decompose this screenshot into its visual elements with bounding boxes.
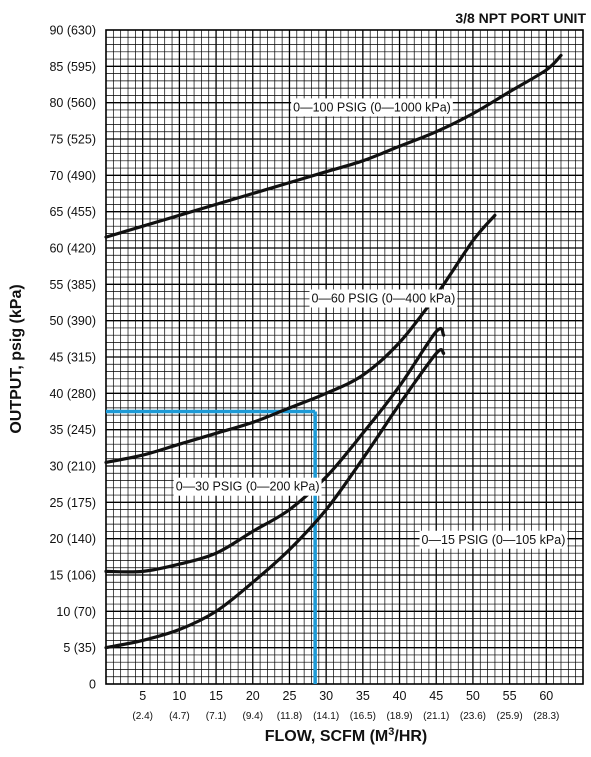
x-tick-label: 20 — [246, 689, 260, 703]
y-tick-label: 90 (630) — [49, 24, 96, 38]
y-tick-label: 65 (455) — [49, 205, 96, 219]
y-tick-label: 50 (390) — [49, 314, 96, 328]
x-tick-sublabel: (18.9) — [386, 711, 412, 722]
curve-label-bg — [309, 289, 458, 308]
x-tick-label: 15 — [209, 689, 223, 703]
x-tick-sublabel: (23.6) — [460, 711, 486, 722]
x-axis-title: FLOW, SCFM (M3/HR) — [265, 726, 428, 745]
x-axis-title-main: FLOW, SCFM (M — [265, 728, 389, 745]
y-tick-label: 0 — [89, 678, 96, 692]
y-tick-labels: 0 5 (35) 10 (70) 15 (106) 20 (140) 25 (175) 30… — [49, 24, 96, 692]
x-tick-label: 35 — [356, 689, 370, 703]
x-tick-label: 40 — [393, 689, 407, 703]
curve-label-bg — [291, 98, 453, 117]
x-tick-sublabel: (16.5) — [350, 711, 376, 722]
x-tick-sublabel: (9.4) — [242, 711, 263, 722]
y-axis-title: OUTPUT, psig (kPa) — [8, 284, 25, 433]
x-tick-label: 30 — [319, 689, 333, 703]
y-tick-label: 85 (595) — [49, 60, 96, 74]
y-tick-label: 15 (106) — [49, 569, 96, 583]
x-tick-sublabel: (11.8) — [277, 711, 302, 722]
y-tick-label: 40 (280) — [49, 387, 96, 401]
x-tick-label: 60 — [539, 689, 553, 703]
y-tick-label: 30 (210) — [49, 460, 96, 474]
y-tick-label: 35 (245) — [49, 423, 96, 437]
curve-label: 0—60 PSIG (0—400 kPa) — [309, 289, 458, 308]
x-tick-labels: 5 (2.4) 10 (4.7) 15 (7.1) 20 (9.4) 25 (11.8) 30 (14… — [132, 689, 559, 722]
y-tick-label: 55 (385) — [49, 278, 96, 292]
x-tick-label: 25 — [283, 689, 297, 703]
x-tick-label: 50 — [466, 689, 480, 703]
x-tick-sublabel: (25.9) — [497, 711, 523, 722]
y-tick-label: 80 (560) — [49, 96, 96, 110]
y-tick-label: 75 (525) — [49, 133, 96, 147]
y-tick-label: 25 (175) — [49, 496, 96, 510]
x-axis-title-end: /HR) — [394, 728, 427, 745]
x-tick-sublabel: (28.3) — [533, 711, 559, 722]
x-tick-label: 55 — [503, 689, 517, 703]
chart-title: 3/8 NPT PORT UNIT — [455, 10, 586, 26]
x-tick-sublabel: (14.1) — [313, 711, 339, 722]
x-tick-sublabel: (7.1) — [206, 711, 227, 722]
y-tick-label: 20 (140) — [49, 532, 96, 546]
curve-label-text: 0—30 PSIG (0—200 kPa) — [176, 480, 320, 494]
x-tick-label: 10 — [172, 689, 186, 703]
y-tick-label: 70 (490) — [49, 169, 96, 183]
pressure-curves — [104, 53, 563, 650]
curve-label-text: 0—15 PSIG (0—105 kPa) — [422, 533, 566, 547]
curve-label-bg — [419, 530, 568, 549]
curve-3 — [104, 326, 446, 574]
y-tick-label: 5 (35) — [63, 641, 96, 655]
curve-label-bg — [173, 477, 322, 496]
curve-label: 0—30 PSIG (0—200 kPa) — [173, 477, 322, 496]
curve-label-text: 0—60 PSIG (0—400 kPa) — [311, 292, 455, 306]
plot-grid — [105, 29, 584, 685]
x-axis-title-superscript: 3 — [388, 726, 394, 738]
x-tick-sublabel: (4.7) — [169, 711, 190, 722]
curve-label-text: 0—100 PSIG (0—1000 kPa) — [293, 100, 451, 114]
y-tick-label: 10 (70) — [56, 605, 96, 619]
x-tick-label: 5 — [139, 689, 146, 703]
x-tick-sublabel: (2.4) — [132, 711, 153, 722]
curve-label: 0—15 PSIG (0—105 kPa) — [419, 530, 568, 549]
y-tick-label: 45 (315) — [49, 351, 96, 365]
x-tick-label: 45 — [429, 689, 443, 703]
x-tick-sublabel: (21.1) — [423, 711, 449, 722]
curve-labels: 0—100 PSIG (0—1000 kPa) 0—60 PSIG (0—400 … — [173, 98, 568, 549]
y-tick-label: 60 (420) — [49, 242, 96, 256]
curve-4 — [104, 348, 446, 650]
curve-2 — [104, 213, 497, 464]
curve-1 — [104, 53, 563, 239]
curve-label: 0—100 PSIG (0—1000 kPa) — [291, 98, 453, 117]
